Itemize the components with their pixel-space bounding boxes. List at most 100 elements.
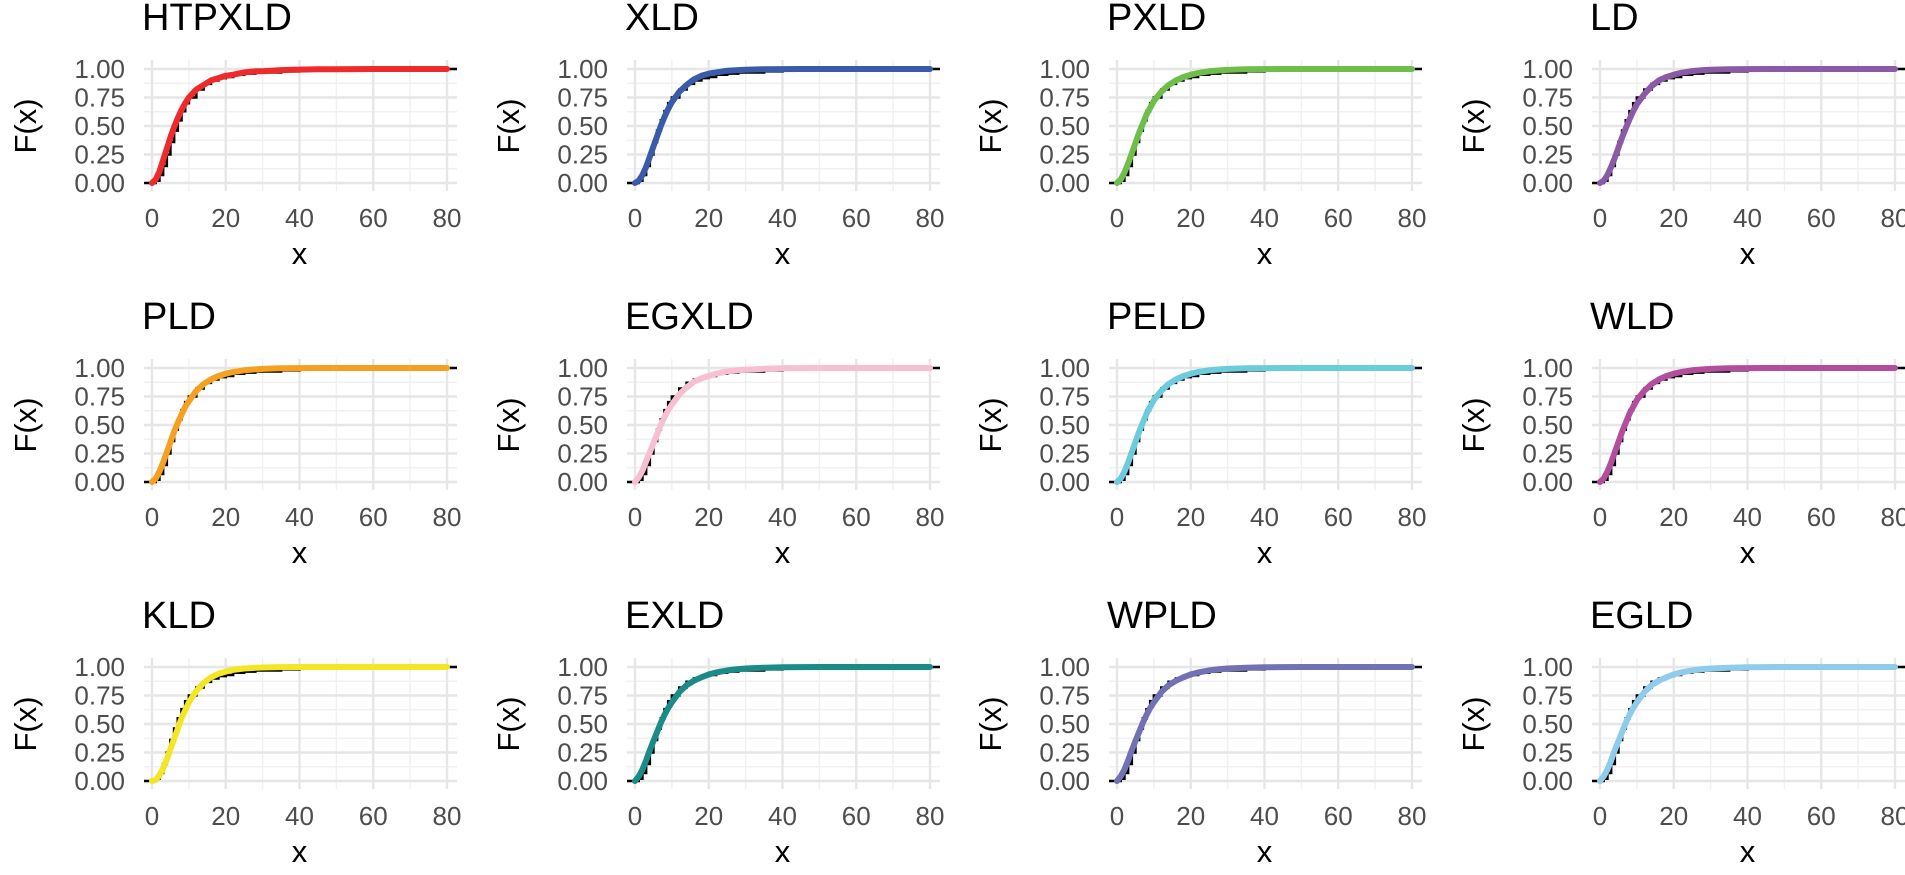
- y-axis-label: F(x): [1456, 696, 1491, 751]
- y-tick-label: 1.00: [74, 652, 125, 682]
- x-tick-label: 80: [433, 502, 462, 532]
- x-tick-label: 40: [1733, 203, 1762, 233]
- y-tick-label: 0.00: [557, 766, 608, 796]
- x-tick-labels: 0 20 40 60 80: [1110, 801, 1427, 831]
- panel-grid: [1592, 60, 1905, 191]
- y-tick-label: 0.25: [1039, 140, 1090, 170]
- y-axis-label: F(x): [1456, 397, 1491, 452]
- x-tick-labels: 0 20 40 60 80: [1110, 502, 1427, 532]
- y-tick-label: 0.75: [1522, 83, 1573, 113]
- x-tick-label: 40: [285, 203, 314, 233]
- panel-title: EGXLD: [625, 296, 754, 338]
- y-tick-labels: 0.000.250.500.751.00: [1039, 652, 1090, 796]
- panel-title: PXLD: [1107, 0, 1206, 39]
- y-tick-label: 0.75: [1039, 83, 1090, 113]
- x-tick-labels: 0 20 40 60 80: [145, 801, 462, 831]
- x-tick-label: 0: [1593, 801, 1607, 831]
- x-tick-labels: 0 20 40 60 80: [628, 801, 945, 831]
- x-tick-label: 0: [1110, 502, 1124, 532]
- y-tick-label: 0.75: [1039, 681, 1090, 711]
- y-tick-labels: 0.000.250.500.751.00: [1522, 353, 1573, 497]
- y-tick-label: 0.00: [1039, 467, 1090, 497]
- x-tick-labels: 0 20 40 60 80: [628, 203, 945, 233]
- x-tick-label: 20: [694, 203, 723, 233]
- x-axis-label: x: [775, 236, 791, 271]
- y-axis-label: F(x): [973, 696, 1008, 751]
- y-tick-label: 0.75: [557, 681, 608, 711]
- x-tick-label: 80: [1398, 203, 1427, 233]
- y-axis-label: F(x): [973, 397, 1008, 452]
- fitted-cdf-line: [1597, 365, 1898, 485]
- x-tick-label: 0: [145, 502, 159, 532]
- fitted-cdf-line: [149, 66, 450, 186]
- y-tick-label: 1.00: [1039, 353, 1090, 383]
- y-tick-label: 1.00: [1522, 652, 1573, 682]
- y-tick-label: 0.00: [74, 168, 125, 198]
- y-axis-label: F(x): [8, 397, 43, 452]
- y-axis-label: F(x): [491, 696, 526, 751]
- panel-grid: [1109, 658, 1422, 789]
- x-tick-label: 40: [1250, 203, 1279, 233]
- y-axis-label: F(x): [1456, 98, 1491, 153]
- y-tick-labels: 0.000.250.500.751.00: [74, 652, 125, 796]
- panel-ld: 0.000.250.500.751.00 0 20 40 60 80 LD x F(x): [1456, 0, 1905, 271]
- x-tick-label: 80: [1881, 203, 1905, 233]
- x-tick-label: 20: [1659, 801, 1688, 831]
- x-tick-label: 40: [1250, 801, 1279, 831]
- panel-kld: 0.000.250.500.751.00 0 20 40 60 80 KLD x F(x): [8, 595, 461, 869]
- y-tick-label: 0.25: [1039, 738, 1090, 768]
- panel-grid: [144, 658, 457, 789]
- x-tick-label: 80: [1398, 502, 1427, 532]
- panel-title: PELD: [1107, 296, 1206, 338]
- y-tick-label: 0.75: [557, 382, 608, 412]
- x-tick-label: 80: [916, 502, 945, 532]
- y-tick-label: 0.00: [1039, 766, 1090, 796]
- y-tick-label: 0.25: [1522, 439, 1573, 469]
- x-tick-labels: 0 20 40 60 80: [1593, 203, 1905, 233]
- panel-grid: [627, 359, 940, 490]
- y-tick-label: 1.00: [557, 652, 608, 682]
- fitted-cdf-line: [1597, 664, 1898, 784]
- y-tick-label: 0.50: [1039, 709, 1090, 739]
- panel-grid: [627, 60, 940, 191]
- y-tick-label: 1.00: [1522, 54, 1573, 84]
- x-tick-label: 20: [1659, 203, 1688, 233]
- x-tick-labels: 0 20 40 60 80: [1110, 203, 1427, 233]
- y-tick-label: 0.75: [1522, 681, 1573, 711]
- x-axis-label: x: [292, 834, 308, 869]
- x-axis-label: x: [1740, 236, 1756, 271]
- panel-title: XLD: [625, 0, 699, 39]
- y-tick-label: 0.25: [557, 738, 608, 768]
- x-tick-label: 60: [842, 502, 871, 532]
- y-tick-label: 0.50: [557, 709, 608, 739]
- panel-title: EGLD: [1590, 595, 1693, 637]
- y-tick-label: 0.00: [74, 467, 125, 497]
- x-tick-label: 40: [768, 801, 797, 831]
- panel-htpxld: 0.000.250.500.751.00 0 20 40 60 80 HTPXLD x F(x): [8, 0, 461, 271]
- y-tick-label: 0.25: [557, 439, 608, 469]
- y-tick-label: 0.50: [1522, 709, 1573, 739]
- x-tick-label: 0: [1593, 203, 1607, 233]
- panel-grid: [144, 60, 457, 191]
- y-tick-label: 0.50: [1039, 410, 1090, 440]
- panel-xld: 0.000.250.500.751.00 0 20 40 60 80 XLD x F(x): [491, 0, 944, 271]
- x-tick-labels: 0 20 40 60 80: [1593, 502, 1905, 532]
- y-tick-label: 0.50: [1522, 111, 1573, 141]
- x-tick-label: 40: [1733, 801, 1762, 831]
- panel-pld: 0.000.250.500.751.00 0 20 40 60 80 PLD x F(x): [8, 296, 461, 570]
- panel-exld: 0.000.250.500.751.00 0 20 40 60 80 EXLD x F(x): [491, 595, 944, 869]
- panel-pxld: 0.000.250.500.751.00 0 20 40 60 80 PXLD x F(x): [973, 0, 1426, 271]
- x-tick-label: 40: [285, 502, 314, 532]
- x-tick-label: 60: [1324, 203, 1353, 233]
- y-tick-label: 0.25: [1522, 738, 1573, 768]
- y-tick-label: 0.50: [557, 410, 608, 440]
- y-tick-labels: 0.000.250.500.751.00: [557, 353, 608, 497]
- panel-grid: [1592, 658, 1905, 789]
- y-tick-labels: 0.000.250.500.751.00: [74, 353, 125, 497]
- x-tick-label: 60: [359, 203, 388, 233]
- x-tick-label: 60: [1807, 801, 1836, 831]
- y-tick-label: 0.50: [74, 709, 125, 739]
- x-tick-labels: 0 20 40 60 80: [628, 502, 945, 532]
- y-tick-label: 0.75: [1039, 382, 1090, 412]
